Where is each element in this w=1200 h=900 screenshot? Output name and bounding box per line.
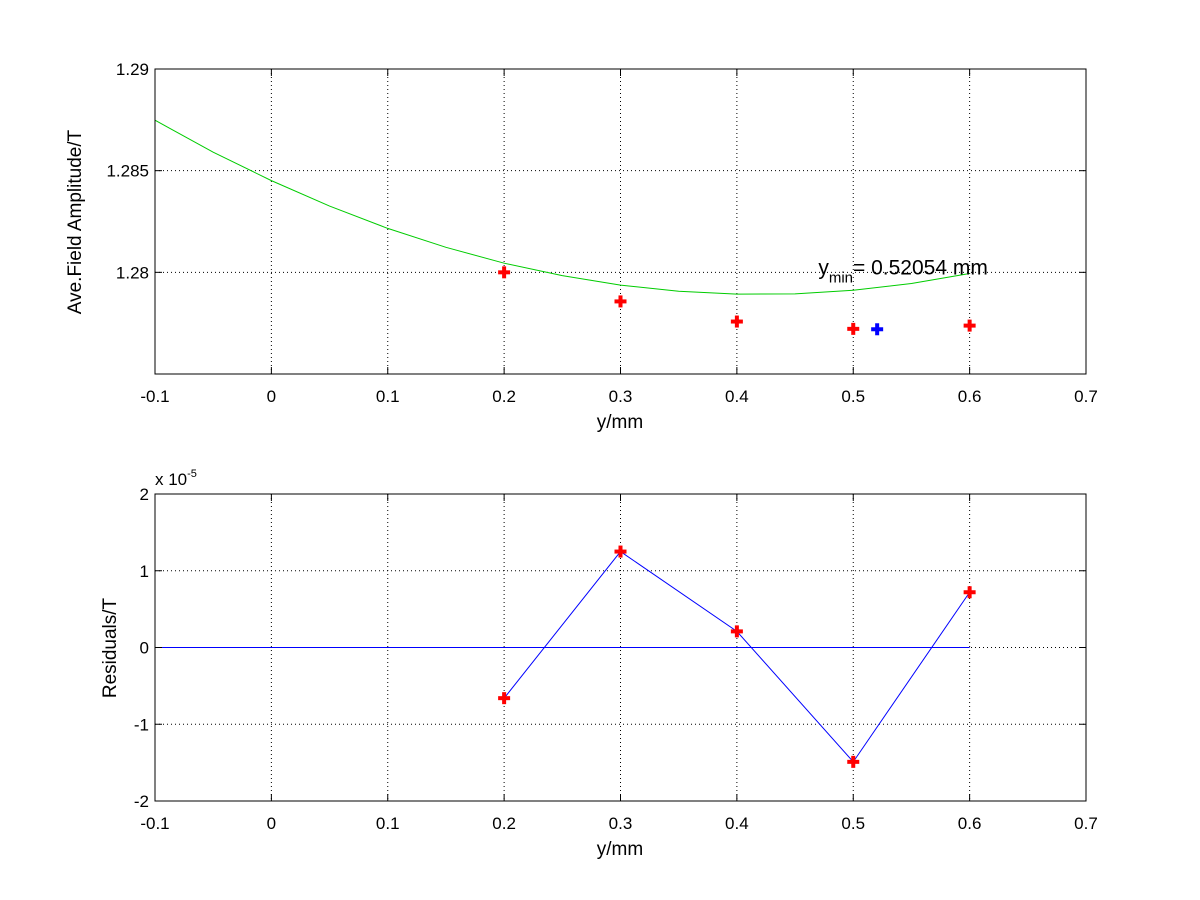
fit-plot-x-tick-label: 0 [267,387,276,406]
residuals-scale-factor: x 10-5 [155,468,197,489]
fit-plot-measured-point [498,266,511,279]
residuals-plot-residuals-point [730,625,743,638]
residuals-plot-x-axis-label: y/mm [597,839,643,860]
fit-plot-x-tick-label: 0.5 [841,387,865,406]
residuals-plot-ticks [154,493,1087,802]
residuals-plot-x-tick-label: 0.6 [958,814,982,833]
fit-plot-x-tick-label: 0.1 [376,387,400,406]
minimum-annotation-value: = 0.52054 mm [853,256,988,279]
residuals-plot-x-tick-label: 0.4 [725,814,749,833]
residuals-plot-x-tick-label: 0.2 [492,814,516,833]
fit-plot: -0.1 0 0.1 0.2 0.3 0.4 0.5 0.6 0.71.281.2851.29 … [65,60,1098,433]
residuals-plot-x-tick-label: 0.5 [841,814,865,833]
fit-plot-x-tick-label: 0.7 [1074,387,1098,406]
fit-plot-y-tick-label: 1.29 [116,60,149,79]
fit-plot-y-tick-label: 1.285 [106,162,149,181]
minimum-annotation-base: y [818,256,829,279]
fit-plot-measured-point [847,322,860,335]
residuals-plot-residuals-point [847,755,860,768]
residuals-scale-factor-exponent: -5 [187,468,197,480]
fit-plot-x-axis-label: y/mm [597,412,643,433]
residuals-plot-y-tick-label: -1 [134,715,149,734]
fit-plot-data [154,119,976,336]
fit-plot-tick-labels: -0.1 0 0.1 0.2 0.3 0.4 0.5 0.6 0.7 1.28 1.285 1.29 [106,60,1097,406]
minimum-annotation-subscript: min [829,269,853,286]
residuals-plot-y-tick-label: 0 [140,639,149,658]
fit-plot-grid [155,69,1086,374]
fit-plot-y-axis-label: Ave.Field Amplitude/T [65,129,86,314]
residuals-plot-x-tick-label: 0 [267,814,276,833]
minimum-annotation: ymin= 0.52054 mm [818,256,988,286]
residuals-plot: -0.1 0 0.1 0.2 0.3 0.4 0.5 0.6 0.7 -2 -1 0 1 2 y/mm R… [100,468,1098,860]
fit-plot-x-tick-label: 0.2 [492,387,516,406]
fit-plot-minimum-point [871,323,884,336]
residuals-plot-x-tick-label: 0.1 [376,814,400,833]
residuals-plot-y-axis-label: Residuals/T [100,597,121,698]
fit-plot-x-tick-label: 0.4 [725,387,749,406]
fit-plot-measured-point [730,315,743,328]
residuals-plot-x-tick-label: -0.1 [140,814,169,833]
fit-plot-measured-point [614,295,627,308]
residuals-plot-residuals-point [614,545,627,558]
residuals-plot-y-tick-label: -2 [134,792,149,811]
fit-plot-x-tick-label: 0.3 [609,387,633,406]
residuals-plot-tick-labels: -0.1 0 0.1 0.2 0.3 0.4 0.5 0.6 0.7 -2 -1 0 1 2 [134,485,1098,833]
residuals-plot-y-tick-label: 2 [140,485,149,504]
fit-plot-y-tick-label: 1.28 [116,263,149,282]
fit-plot-measured-point [963,319,976,332]
residuals-plot-data [155,545,976,768]
residuals-plot-residuals-point [498,692,511,705]
residuals-plot-y-tick-label: 1 [140,562,149,581]
residuals-plot-x-tick-label: 0.3 [609,814,633,833]
residuals-plot-residuals-point [963,586,976,599]
fit-plot-fit-curve-line [154,119,970,295]
residuals-plot-x-tick-label: 0.7 [1074,814,1098,833]
fit-plot-x-tick-label: -0.1 [140,387,169,406]
fit-plot-x-tick-label: 0.6 [958,387,982,406]
fit-plot-ticks [154,68,1087,374]
residuals-scale-factor-base: x 10 [155,470,187,489]
